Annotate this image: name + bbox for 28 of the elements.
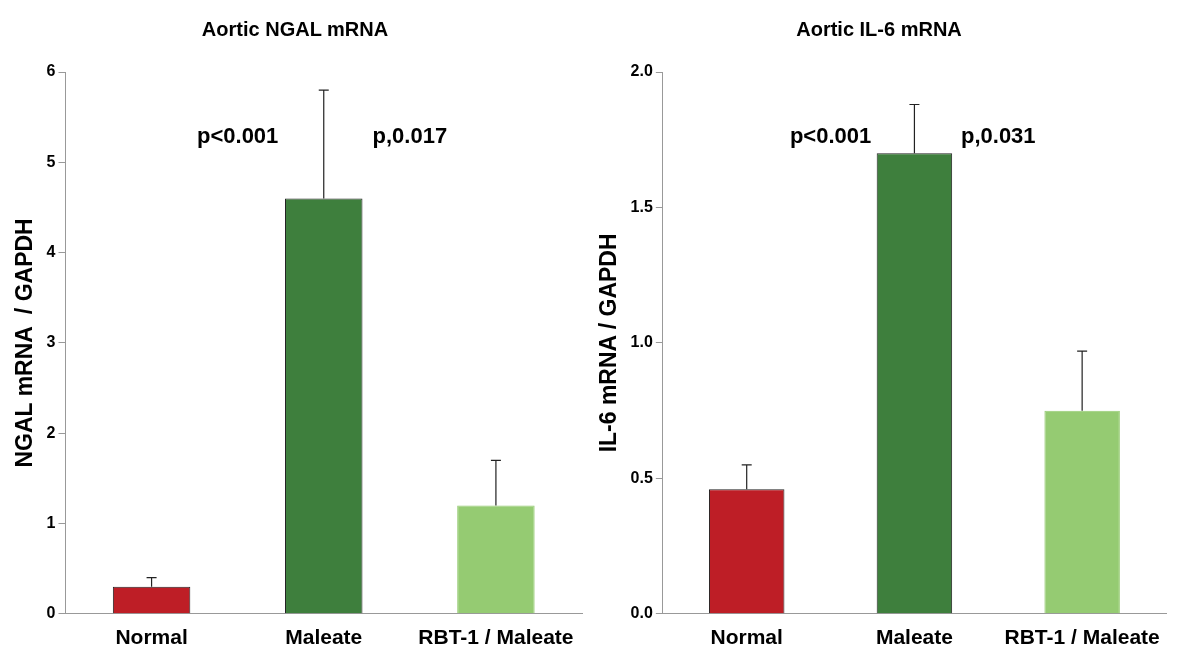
y-tick-label: 0.0 [630, 604, 653, 622]
y-tick-label: 0.5 [630, 468, 653, 486]
bar [457, 505, 535, 614]
y-tick-label: 1.0 [630, 333, 653, 351]
y-tick-label: 5 [46, 152, 56, 170]
annotation: p,0.031 [960, 123, 1036, 149]
y-tick-label: 3 [46, 333, 56, 351]
x-tick-label: Maleate [285, 625, 363, 649]
x-tick-label: Normal [710, 625, 783, 649]
x-tick-label: RBT-1 / Maleate [418, 625, 574, 649]
y-tick-label: 6 [46, 62, 56, 80]
y-tick-label: 1 [46, 513, 56, 531]
annotation: p,0.017 [372, 123, 448, 149]
y-tick-label: 1.5 [630, 197, 653, 215]
y-tick-label: 0 [46, 604, 56, 622]
y-tick-label: 2.0 [630, 62, 653, 80]
x-tick-label: Maleate [875, 625, 953, 649]
x-tick-label: Normal [115, 625, 188, 649]
bar [1044, 410, 1120, 614]
y-tick-label: 4 [46, 243, 56, 261]
y-axis-title: NGAL mRNA / GAPDH [11, 218, 38, 468]
annotation: p<0.001 [196, 123, 279, 149]
x-tick-label: RBT-1 / Maleate [1004, 625, 1160, 649]
annotation: p<0.001 [789, 123, 872, 149]
y-tick-label: 2 [46, 423, 56, 441]
chart-title: Aortic IL-6 mRNA [796, 17, 962, 40]
chart-title: Aortic NGAL mRNA [201, 17, 389, 40]
y-axis-title: IL-6 mRNA / GAPDH [595, 233, 622, 453]
